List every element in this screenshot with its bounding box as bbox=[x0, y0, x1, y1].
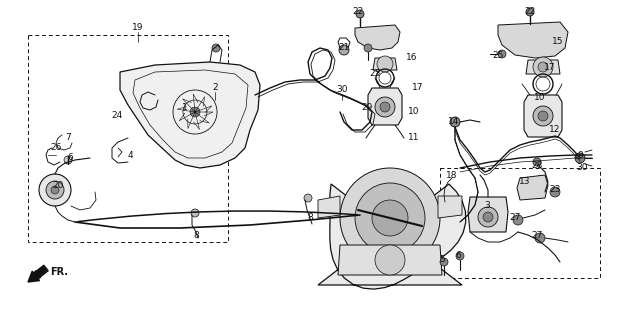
Circle shape bbox=[375, 97, 395, 117]
Circle shape bbox=[356, 10, 364, 18]
FancyArrow shape bbox=[28, 265, 48, 282]
Text: 26: 26 bbox=[50, 143, 62, 153]
Circle shape bbox=[64, 156, 72, 164]
Text: 7: 7 bbox=[65, 132, 71, 141]
Circle shape bbox=[51, 186, 59, 194]
Polygon shape bbox=[517, 175, 548, 200]
Text: 8: 8 bbox=[307, 213, 313, 222]
Text: 27: 27 bbox=[509, 213, 521, 222]
Polygon shape bbox=[524, 95, 562, 137]
Circle shape bbox=[339, 45, 349, 55]
Circle shape bbox=[550, 187, 560, 197]
Text: 6: 6 bbox=[455, 251, 461, 260]
Bar bbox=[440, 168, 600, 278]
Circle shape bbox=[456, 252, 464, 260]
Circle shape bbox=[533, 106, 553, 126]
Text: 21: 21 bbox=[338, 44, 350, 52]
Text: 29: 29 bbox=[361, 103, 373, 113]
Circle shape bbox=[498, 50, 506, 58]
Text: 23: 23 bbox=[549, 186, 560, 195]
Text: 20: 20 bbox=[52, 180, 63, 189]
Circle shape bbox=[538, 111, 548, 121]
Polygon shape bbox=[368, 88, 402, 125]
Circle shape bbox=[304, 194, 312, 202]
Text: 4: 4 bbox=[127, 150, 133, 159]
Text: 12: 12 bbox=[549, 125, 560, 134]
Circle shape bbox=[535, 233, 545, 243]
Text: 14: 14 bbox=[448, 117, 460, 126]
Text: 25: 25 bbox=[492, 51, 504, 60]
Text: 5: 5 bbox=[439, 255, 445, 265]
Polygon shape bbox=[318, 184, 466, 289]
Text: 13: 13 bbox=[519, 178, 531, 187]
Circle shape bbox=[340, 168, 440, 268]
Text: 24: 24 bbox=[111, 110, 123, 119]
Circle shape bbox=[364, 44, 372, 52]
Circle shape bbox=[575, 153, 585, 163]
Circle shape bbox=[450, 117, 460, 127]
Text: 22: 22 bbox=[353, 7, 364, 17]
Circle shape bbox=[377, 56, 393, 72]
Text: 22: 22 bbox=[524, 7, 536, 17]
Circle shape bbox=[190, 107, 200, 117]
Polygon shape bbox=[373, 58, 397, 70]
Polygon shape bbox=[338, 245, 442, 275]
Text: 18: 18 bbox=[446, 171, 458, 180]
Text: 9: 9 bbox=[577, 150, 583, 159]
Text: 15: 15 bbox=[552, 37, 564, 46]
Polygon shape bbox=[526, 60, 560, 74]
Text: 30: 30 bbox=[337, 85, 348, 94]
Text: 16: 16 bbox=[406, 53, 418, 62]
Text: 10: 10 bbox=[408, 108, 420, 116]
Text: 10: 10 bbox=[534, 93, 545, 102]
Bar bbox=[28, 35, 228, 242]
Polygon shape bbox=[355, 25, 400, 50]
Polygon shape bbox=[120, 62, 260, 168]
Circle shape bbox=[372, 200, 408, 236]
Circle shape bbox=[380, 102, 390, 112]
Circle shape bbox=[483, 212, 493, 222]
Text: 8: 8 bbox=[193, 230, 199, 239]
Circle shape bbox=[538, 62, 548, 72]
Text: 28: 28 bbox=[531, 161, 542, 170]
Text: 27: 27 bbox=[531, 230, 542, 239]
Text: 6: 6 bbox=[67, 153, 73, 162]
Text: 2: 2 bbox=[212, 84, 218, 92]
Text: 17: 17 bbox=[544, 63, 555, 73]
Circle shape bbox=[533, 158, 541, 166]
Circle shape bbox=[533, 57, 553, 77]
Circle shape bbox=[440, 258, 448, 266]
Text: FR.: FR. bbox=[50, 267, 68, 277]
Circle shape bbox=[212, 44, 220, 52]
Polygon shape bbox=[468, 197, 508, 232]
Polygon shape bbox=[438, 196, 462, 218]
Circle shape bbox=[39, 174, 71, 206]
Text: 17: 17 bbox=[412, 84, 424, 92]
Text: 25: 25 bbox=[369, 68, 381, 77]
Circle shape bbox=[355, 183, 425, 253]
Circle shape bbox=[526, 8, 534, 16]
Circle shape bbox=[191, 209, 199, 217]
Text: 19: 19 bbox=[132, 23, 144, 33]
Polygon shape bbox=[498, 22, 568, 58]
Polygon shape bbox=[318, 196, 340, 218]
Circle shape bbox=[478, 207, 498, 227]
Text: 3: 3 bbox=[484, 201, 490, 210]
Text: 30: 30 bbox=[576, 164, 588, 172]
Circle shape bbox=[513, 215, 523, 225]
Circle shape bbox=[375, 245, 405, 275]
Text: 1: 1 bbox=[182, 103, 188, 113]
Circle shape bbox=[46, 181, 64, 199]
Text: 11: 11 bbox=[408, 133, 420, 142]
